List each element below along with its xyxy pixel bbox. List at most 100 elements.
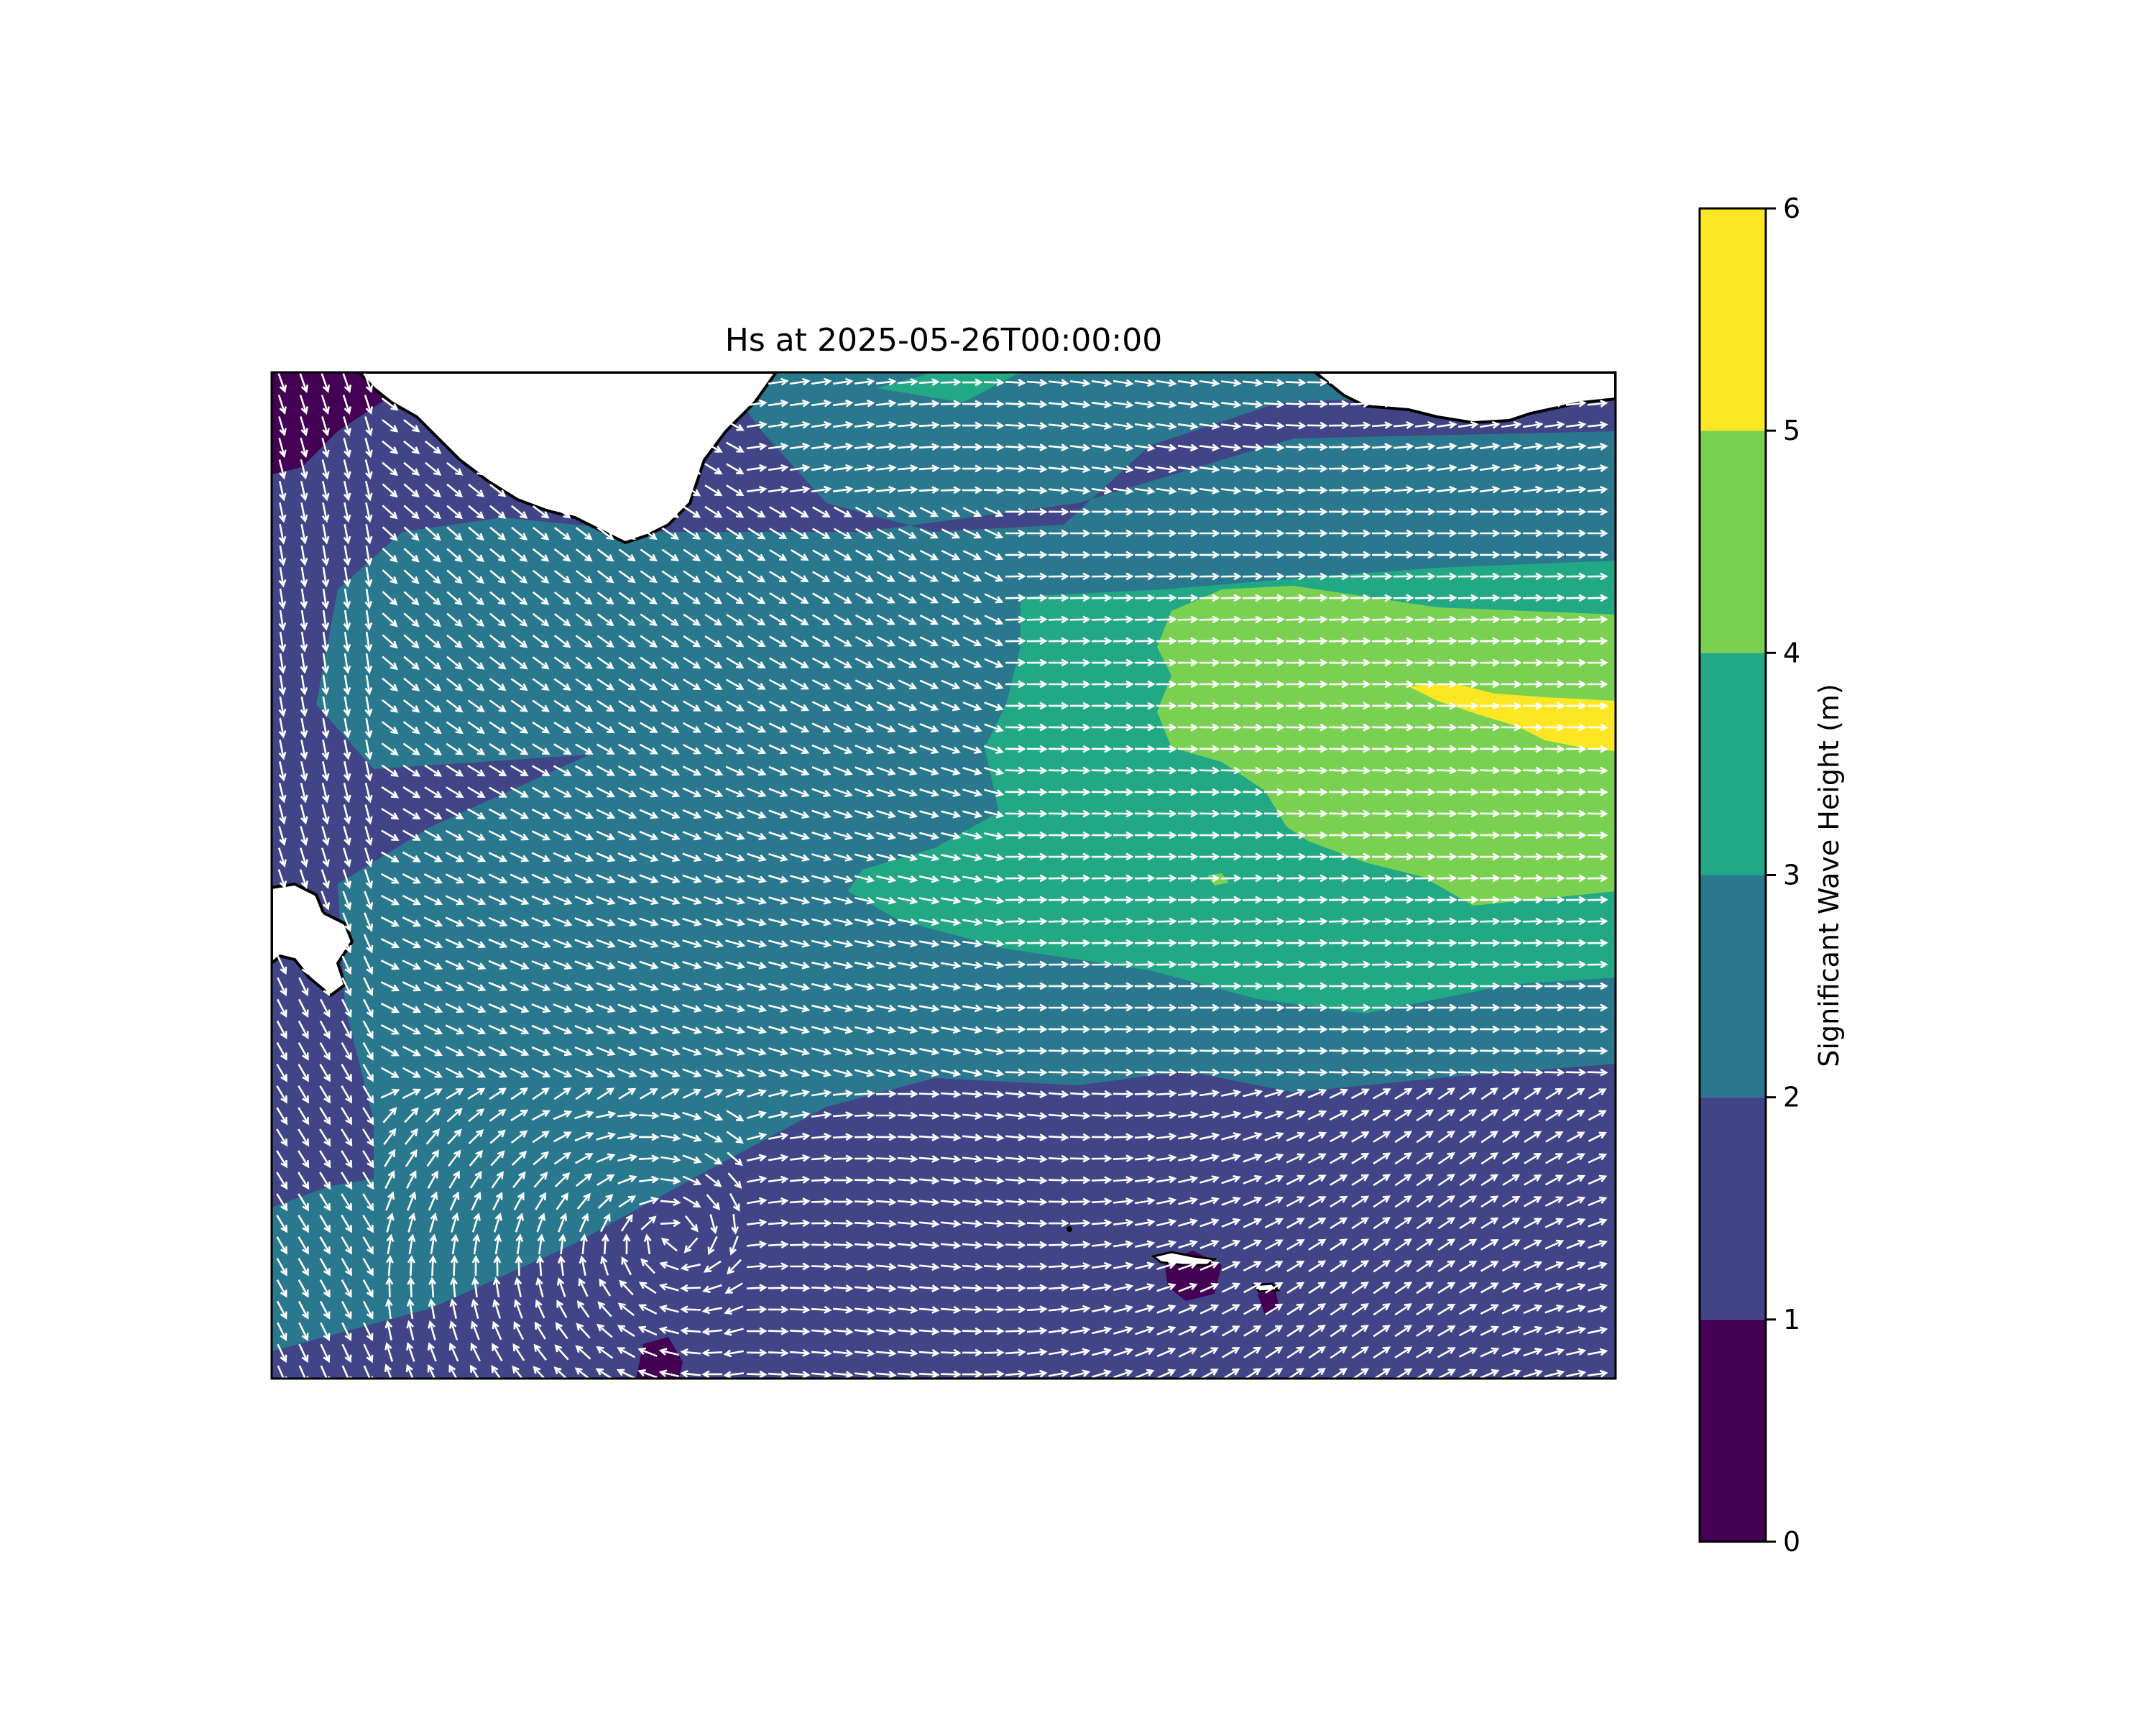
direction-arrow bbox=[1414, 766, 1436, 775]
direction-arrow bbox=[429, 1212, 438, 1233]
direction-arrow bbox=[1523, 1304, 1543, 1315]
direction-arrow bbox=[493, 1255, 502, 1276]
direction-arrow bbox=[940, 1241, 962, 1249]
direction-arrow bbox=[1005, 852, 1026, 861]
direction-arrow bbox=[1112, 788, 1134, 796]
direction-arrow bbox=[1112, 896, 1134, 904]
direction-arrow bbox=[1544, 594, 1565, 602]
direction-arrow bbox=[1350, 658, 1371, 667]
direction-arrow bbox=[919, 745, 939, 755]
direction-arrow bbox=[1479, 702, 1501, 710]
direction-arrow bbox=[1457, 572, 1479, 581]
direction-arrow bbox=[343, 459, 351, 480]
direction-arrow bbox=[1328, 551, 1350, 559]
direction-arrow bbox=[660, 1068, 681, 1078]
direction-arrow bbox=[1285, 1025, 1307, 1034]
direction-arrow bbox=[510, 916, 530, 927]
direction-arrow bbox=[789, 1154, 811, 1162]
direction-arrow bbox=[1220, 1046, 1242, 1055]
direction-arrow bbox=[451, 1233, 459, 1255]
direction-arrow bbox=[406, 1320, 415, 1340]
direction-arrow bbox=[747, 809, 767, 819]
direction-arrow bbox=[406, 1342, 415, 1362]
direction-arrow bbox=[897, 1349, 918, 1357]
direction-arrow bbox=[768, 1348, 789, 1357]
direction-arrow bbox=[1005, 809, 1026, 818]
direction-arrow bbox=[341, 1215, 352, 1233]
direction-arrow bbox=[1328, 658, 1350, 667]
direction-arrow bbox=[768, 809, 788, 819]
direction-arrow bbox=[1350, 1110, 1370, 1121]
direction-arrow bbox=[1199, 939, 1220, 947]
direction-arrow bbox=[1199, 572, 1220, 581]
direction-arrow bbox=[1026, 637, 1048, 645]
direction-arrow bbox=[364, 696, 373, 717]
direction-arrow bbox=[1243, 529, 1263, 538]
direction-arrow bbox=[1286, 1282, 1305, 1294]
direction-arrow bbox=[1480, 1325, 1500, 1336]
direction-arrow bbox=[638, 1175, 660, 1184]
direction-arrow bbox=[725, 700, 745, 712]
direction-arrow bbox=[1285, 809, 1307, 818]
direction-arrow bbox=[489, 483, 507, 497]
direction-arrow bbox=[640, 548, 658, 562]
direction-arrow bbox=[1285, 378, 1307, 387]
direction-arrow bbox=[918, 1370, 940, 1379]
direction-arrow bbox=[661, 613, 680, 626]
direction-arrow bbox=[1263, 551, 1285, 559]
direction-arrow bbox=[554, 1172, 571, 1188]
direction-arrow bbox=[789, 399, 811, 408]
direction-arrow bbox=[1220, 379, 1242, 387]
direction-arrow bbox=[1457, 594, 1479, 602]
direction-arrow bbox=[875, 1263, 897, 1271]
direction-arrow bbox=[1135, 1240, 1156, 1248]
direction-arrow bbox=[1351, 1282, 1369, 1294]
direction-arrow bbox=[1069, 1262, 1091, 1270]
direction-arrow bbox=[962, 1241, 983, 1249]
direction-arrow bbox=[1523, 1325, 1543, 1335]
direction-arrow bbox=[423, 895, 443, 906]
direction-arrow bbox=[1048, 896, 1069, 904]
direction-arrow bbox=[790, 701, 810, 712]
direction-arrow bbox=[680, 1284, 701, 1292]
direction-arrow bbox=[277, 395, 287, 415]
direction-arrow bbox=[574, 809, 594, 819]
direction-arrow bbox=[1307, 658, 1328, 667]
direction-arrow bbox=[1587, 1025, 1608, 1034]
direction-arrow bbox=[574, 1131, 594, 1142]
direction-arrow bbox=[596, 787, 616, 798]
direction-arrow bbox=[1156, 852, 1177, 861]
direction-arrow bbox=[1005, 421, 1026, 430]
direction-arrow bbox=[445, 873, 465, 884]
direction-arrow bbox=[1393, 378, 1414, 386]
direction-arrow bbox=[640, 1088, 658, 1100]
direction-arrow bbox=[596, 1132, 617, 1141]
direction-arrow bbox=[1156, 1261, 1177, 1270]
direction-arrow bbox=[1134, 917, 1156, 926]
direction-arrow bbox=[1522, 594, 1544, 602]
direction-arrow bbox=[1523, 1282, 1543, 1293]
direction-arrow bbox=[364, 739, 373, 760]
direction-arrow bbox=[492, 1298, 502, 1319]
direction-arrow bbox=[1134, 615, 1156, 624]
direction-arrow bbox=[553, 743, 572, 755]
direction-arrow bbox=[1285, 658, 1307, 667]
direction-arrow bbox=[1026, 702, 1048, 710]
direction-arrow bbox=[1479, 896, 1501, 904]
direction-arrow bbox=[1005, 529, 1026, 538]
direction-arrow bbox=[811, 377, 832, 386]
direction-arrow bbox=[1436, 874, 1457, 883]
direction-arrow bbox=[1501, 637, 1522, 645]
direction-arrow bbox=[424, 440, 442, 454]
direction-arrow bbox=[768, 852, 788, 862]
direction-arrow bbox=[510, 895, 530, 906]
direction-arrow bbox=[919, 507, 939, 518]
direction-arrow bbox=[1457, 1025, 1479, 1034]
direction-arrow bbox=[637, 1325, 658, 1336]
direction-arrow bbox=[833, 939, 854, 948]
direction-arrow bbox=[341, 1193, 353, 1212]
direction-arrow bbox=[1199, 960, 1220, 969]
direction-arrow bbox=[510, 960, 530, 970]
direction-arrow bbox=[1285, 1068, 1307, 1077]
direction-arrow bbox=[1243, 1196, 1263, 1207]
